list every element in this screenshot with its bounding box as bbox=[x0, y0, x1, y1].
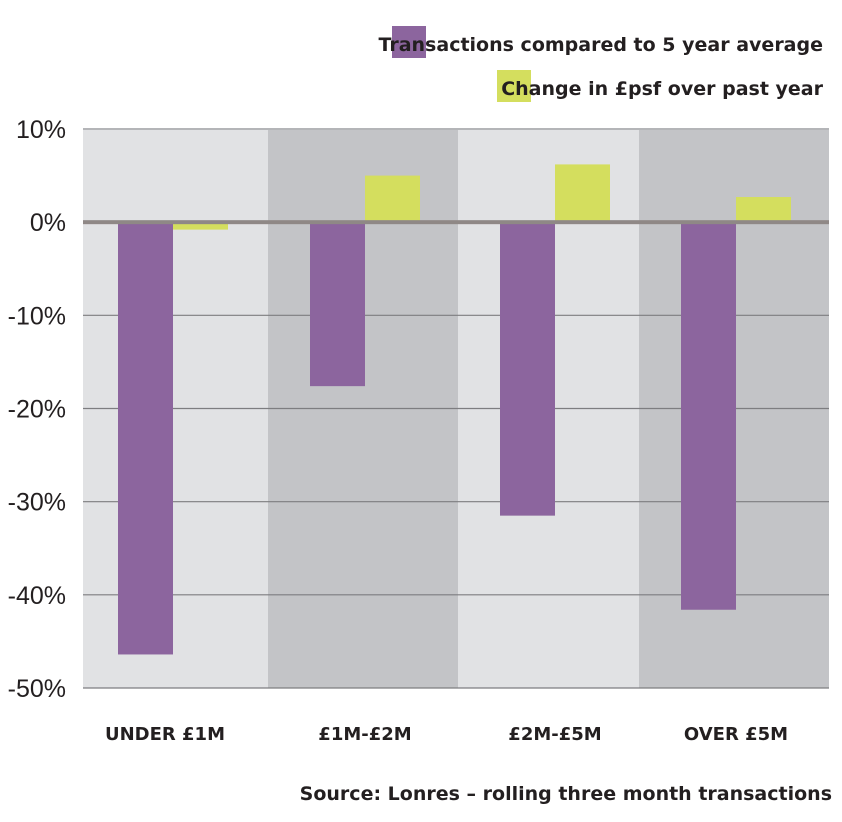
x-tick-label-under-gbp1m: UNDER £1M bbox=[105, 724, 225, 745]
bar-psf-change-gbp2m-gbp5m bbox=[555, 164, 610, 223]
bar-psf-change-under-gbp1m bbox=[173, 222, 228, 230]
y-axis-ticks: 10% 0% -10% -20% -30% -40% -50% bbox=[8, 116, 66, 703]
x-tick-label-gbp2m-gbp5m: £2M-£5M bbox=[508, 724, 601, 745]
legend-label-psf-change: Change in £psf over past year bbox=[501, 78, 823, 100]
x-tick-label-gbp1m-gbp2m: £1M-£2M bbox=[318, 724, 411, 745]
x-tick-label-over-gbp5m: OVER £5M bbox=[684, 724, 788, 745]
bar-transactions-under-gbp1m bbox=[118, 222, 173, 655]
y-tick-label: -50% bbox=[8, 675, 66, 703]
y-tick-label: -20% bbox=[8, 396, 66, 424]
bar-psf-change-over-gbp5m bbox=[736, 197, 791, 223]
legend-label-transactions: Transactions compared to 5 year average bbox=[378, 34, 823, 56]
bar-transactions-gbp1m-gbp2m bbox=[310, 222, 365, 387]
x-axis-categories: UNDER £1M £1M-£2M £2M-£5M OVER £5M bbox=[105, 724, 788, 745]
y-tick-label: -10% bbox=[8, 302, 66, 330]
legend-swatch-transactions bbox=[392, 26, 426, 58]
zero-axis-line bbox=[83, 220, 829, 225]
bar-transactions-over-gbp5m bbox=[681, 222, 736, 610]
legend: Transactions compared to 5 year average … bbox=[378, 26, 824, 102]
legend-swatch-psf-change bbox=[497, 70, 531, 102]
source-note: Source: Lonres – rolling three month tra… bbox=[300, 783, 832, 805]
y-tick-label: 0% bbox=[30, 209, 66, 237]
bar-transactions-gbp2m-gbp5m bbox=[500, 222, 555, 516]
zero-line bbox=[83, 220, 829, 225]
y-tick-label: 10% bbox=[16, 116, 66, 144]
plot-top-border bbox=[83, 128, 829, 130]
y-tick-label: -40% bbox=[8, 582, 66, 610]
bars bbox=[118, 164, 791, 655]
bar-psf-change-gbp1m-gbp2m bbox=[365, 175, 420, 223]
y-tick-label: -30% bbox=[8, 489, 66, 517]
